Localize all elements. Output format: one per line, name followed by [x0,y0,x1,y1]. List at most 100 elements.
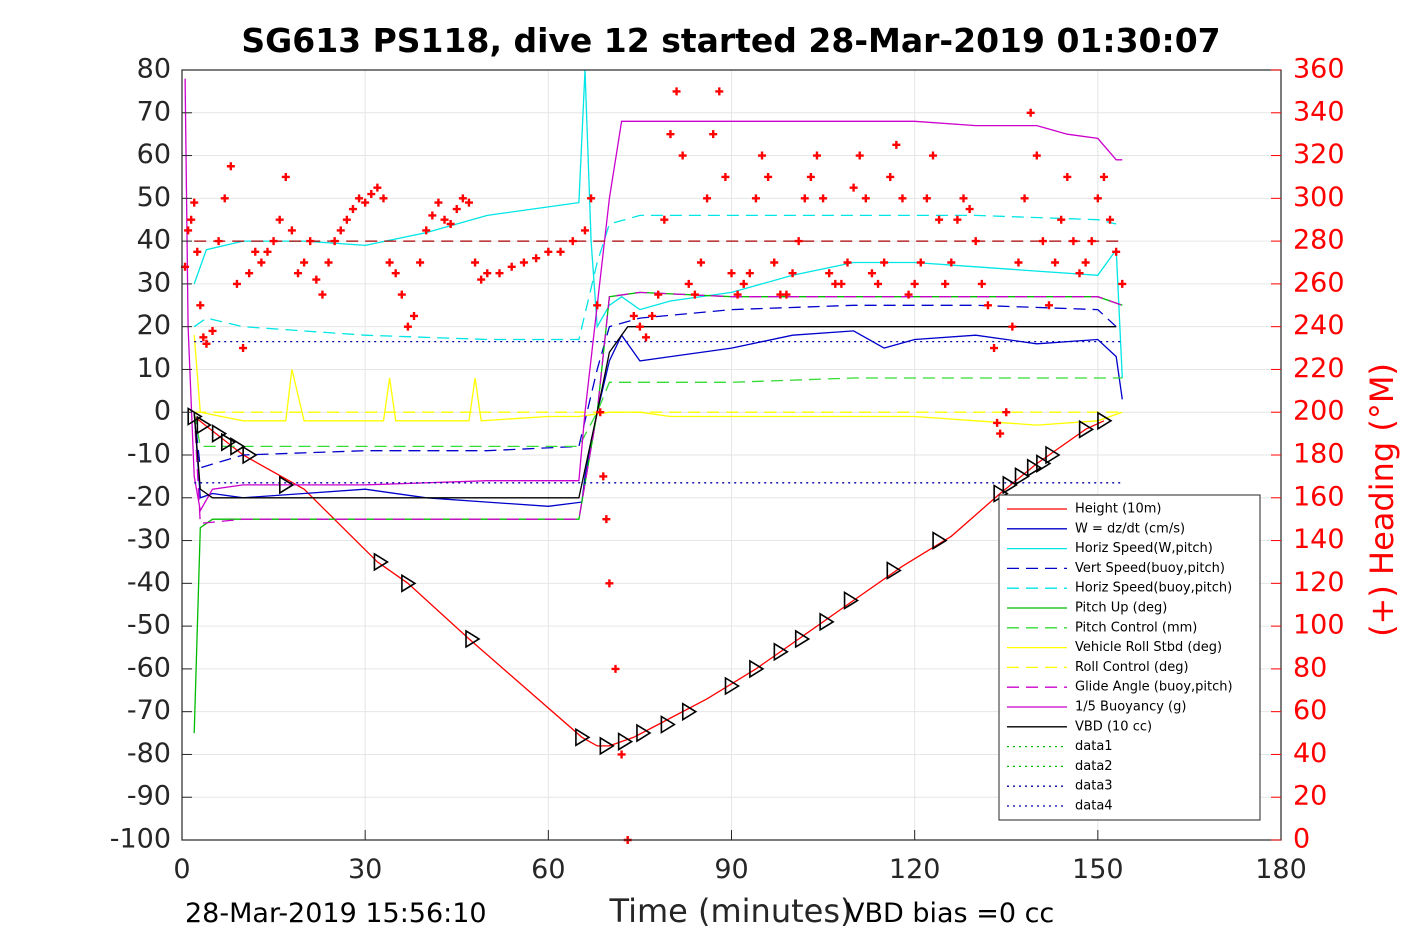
triangle-point-30 [1078,419,1095,439]
triangle-point-8 [401,573,417,593]
heading-point-66 [602,515,611,524]
triangle-point-4 [230,437,246,456]
heading-point-119 [922,194,931,203]
heading-point-67 [605,579,614,588]
heading-point-82 [696,258,705,267]
triangle-point-23 [932,531,948,550]
y-right-tick-label-8: 160 [1293,481,1345,512]
heading-point-11 [226,162,235,171]
heading-point-56 [519,258,528,267]
triangle-point-1 [196,415,212,435]
y-tick-label-10: 0 [154,396,171,427]
y-tick-label-9: -10 [127,439,171,470]
heading-point-90 [745,269,754,278]
heading-point-110 [867,269,876,278]
heading-point-117 [910,279,919,288]
heading-point-146 [1081,258,1090,267]
y-right-tick-label-16: 320 [1293,139,1345,170]
x-tick-label-0: 0 [173,854,190,885]
triangle-point-28 [1036,454,1052,473]
triangle-point-10 [575,727,591,747]
heading-point-83 [703,194,712,203]
heading-point-72 [635,322,644,331]
y-right-tick-label-18: 360 [1293,54,1345,85]
heading-point-143 [1063,172,1072,181]
legend-label-11: VBD (10 cc) [1075,719,1152,734]
y-right-tick-label-6: 120 [1293,567,1345,598]
heading-point-138 [1032,151,1041,160]
heading-point-37 [385,258,394,267]
legend-label-10: 1/5 Buoyancy (g) [1075,700,1186,715]
heading-point-85 [715,87,724,96]
heading-point-16 [257,258,266,267]
heading-point-9 [214,237,223,246]
heading-point-129 [983,301,992,310]
triangle-point-26 [1014,466,1031,486]
heading-point-96 [782,290,791,299]
y-right-tick-label-14: 280 [1293,225,1345,256]
heading-point-128 [977,279,986,288]
heading-point-26 [318,290,327,299]
x-tick-label-3: 90 [714,854,748,885]
heading-point-105 [837,279,846,288]
legend-label-2: Horiz Speed(W,pitch) [1075,541,1213,556]
heading-point-14 [245,269,254,278]
triangle-point-17 [749,659,765,679]
triangle-point-18 [773,642,789,662]
heading-point-87 [727,269,736,278]
heading-point-21 [287,226,296,235]
heading-point-78 [672,87,681,96]
legend-label-1: W = dz/dt (cm/s) [1075,521,1185,536]
heading-point-73 [642,333,651,342]
heading-point-111 [874,279,883,288]
heading-point-113 [886,172,895,181]
heading-point-69 [617,750,626,759]
heading-point-140 [1044,301,1053,310]
heading-point-48 [452,205,461,214]
triangle-point-3 [220,432,237,452]
heading-point-109 [861,194,870,203]
heading-point-18 [269,237,278,246]
heading-point-124 [953,215,962,224]
series-line-0 [193,415,1105,747]
legend-label-13: data2 [1075,759,1113,774]
heading-point-50 [464,198,473,207]
heading-point-123 [947,258,956,267]
heading-point-84 [709,130,718,139]
heading-point-22 [294,269,303,278]
right-axis-label: (+) Heading (°M) [1363,363,1401,637]
heading-point-114 [892,140,901,149]
y-right-tick-label-2: 40 [1293,738,1327,769]
heading-point-101 [812,151,821,160]
heading-point-148 [1093,194,1102,203]
heading-point-136 [1020,194,1029,203]
heading-point-118 [916,258,925,267]
heading-point-8 [208,326,217,335]
legend-label-6: Pitch Control (mm) [1075,620,1197,635]
y-tick-label-6: -40 [127,567,171,598]
legend-label-12: data1 [1075,739,1113,754]
triangle-point-0 [187,407,203,426]
heading-point-2 [187,215,196,224]
heading-point-1 [184,226,193,235]
y-tick-label-2: -80 [127,738,171,769]
x-tick-label-4: 120 [889,854,941,885]
y-tick-label-18: 80 [137,54,171,85]
heading-point-89 [739,279,748,288]
heading-point-63 [593,301,602,310]
legend: Height (10m) W = dz/dt (cm/s) Horiz Speed(… [998,494,1261,821]
heading-point-81 [690,290,699,299]
y-right-tick-label-10: 200 [1293,396,1345,427]
legend-label-4: Horiz Speed(buoy,pitch) [1075,581,1232,596]
x-tick-label-1: 30 [348,854,382,885]
y-tick-label-0: -100 [110,824,171,855]
triangle-point-19 [794,629,811,649]
y-tick-label-1: -90 [127,781,171,812]
legend-label-8: Roll Control (deg) [1075,660,1189,675]
footer-vbd-bias: VBD bias =0 cc [846,898,1055,929]
y-right-tick-label-5: 100 [1293,610,1345,641]
triangle-point-22 [886,561,902,580]
heading-point-58 [544,247,553,256]
y-tick-label-5: -50 [127,610,171,641]
heading-point-103 [825,269,834,278]
